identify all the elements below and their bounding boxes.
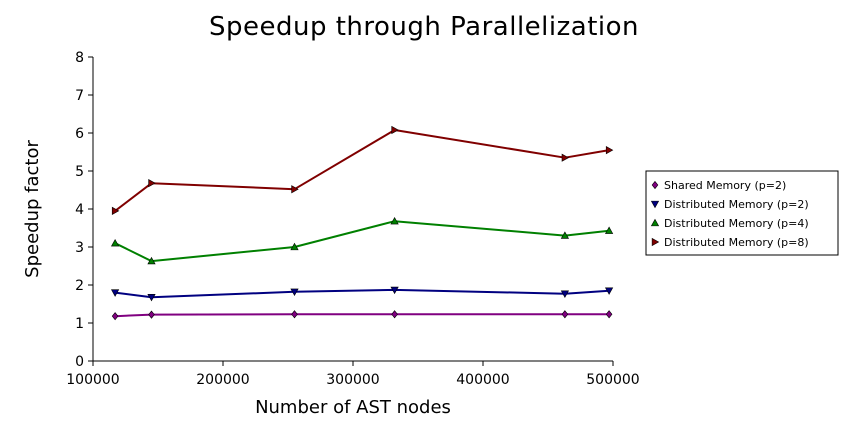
data-point [148, 310, 155, 319]
series-line [114, 288, 610, 299]
data-point [561, 153, 570, 162]
legend-box [645, 170, 839, 256]
data-point [604, 226, 614, 234]
y-tick-label: 8 [75, 50, 84, 66]
x-tick-label: 400000 [456, 372, 509, 388]
y-tick-label: 3 [75, 240, 84, 256]
data-point [605, 145, 614, 155]
series [110, 286, 614, 302]
y-axis-label: Speedup factor [22, 140, 43, 278]
data-point [605, 310, 613, 319]
data-point [290, 288, 299, 297]
legend-label: Shared Memory (p=2) [664, 179, 786, 192]
data-point [147, 293, 156, 302]
series-layer [110, 125, 614, 321]
y-ticks: 0 1 2 3 4 5 6 7 8 [75, 50, 93, 370]
data-point [561, 310, 569, 319]
series-line [114, 220, 610, 263]
legend: Shared Memory (p=2) Distributed Memory (p… [645, 170, 839, 256]
x-ticks: 100000 200000 300000 400000 500000 [66, 361, 640, 388]
data-point [110, 289, 120, 297]
data-point [560, 290, 570, 298]
data-point [110, 238, 120, 247]
y-tick-label: 1 [75, 316, 84, 332]
y-tick-label: 5 [75, 164, 84, 180]
data-point [390, 286, 399, 295]
y-tick-label: 4 [75, 202, 84, 218]
data-point [560, 231, 570, 239]
legend-items: Shared Memory (p=2) Distributed Memory (p… [650, 179, 809, 249]
data-point [391, 125, 399, 135]
legend-label: Distributed Memory (p=8) [664, 236, 809, 249]
data-point [111, 206, 120, 216]
series [110, 216, 614, 265]
series [111, 310, 613, 321]
data-point [148, 179, 156, 188]
data-point [390, 216, 399, 225]
data-point [604, 287, 614, 295]
legend-label: Distributed Memory (p=4) [664, 217, 809, 230]
data-point [147, 256, 156, 265]
x-tick-label: 100000 [66, 372, 119, 388]
x-tick-label: 300000 [326, 372, 379, 388]
legend-marker [650, 200, 660, 209]
data-point [291, 185, 299, 194]
y-tick-label: 7 [75, 88, 84, 104]
chart-title: Speedup through Parallelization [209, 12, 639, 42]
data-point [290, 242, 299, 251]
plot-area: 0 1 2 3 4 5 6 7 8 100000 200000 300000 400000 500000 [66, 50, 639, 388]
legend-marker [650, 218, 660, 227]
series [111, 125, 614, 216]
x-tick-label: 500000 [586, 372, 639, 388]
y-tick-label: 2 [75, 278, 84, 294]
legend-marker [651, 180, 659, 190]
y-tick-label: 6 [75, 126, 84, 142]
legend-label: Distributed Memory (p=2) [664, 198, 809, 211]
data-point [391, 310, 398, 319]
data-point [111, 312, 119, 321]
x-tick-label: 200000 [196, 372, 249, 388]
data-point [291, 310, 298, 319]
legend-marker [651, 237, 660, 247]
y-tick-label: 0 [75, 354, 84, 370]
x-axis-label: Number of AST nodes [255, 397, 451, 418]
series-line [114, 129, 610, 212]
series-line [115, 313, 610, 318]
